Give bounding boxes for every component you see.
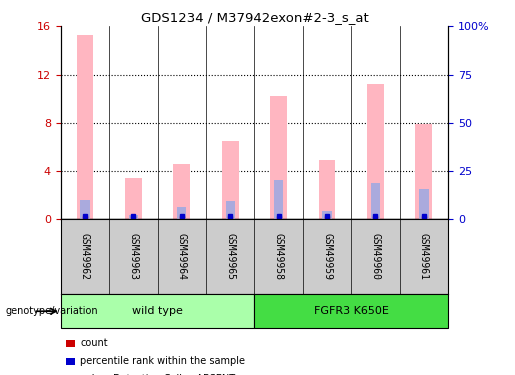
Text: GSM49958: GSM49958 [273, 233, 284, 280]
Bar [270, 96, 287, 219]
Bar [77, 35, 93, 219]
Bar [322, 211, 332, 219]
Text: GSM49959: GSM49959 [322, 233, 332, 280]
Bar [367, 84, 384, 219]
Text: GSM49965: GSM49965 [225, 233, 235, 280]
Bar [416, 124, 432, 219]
Bar [274, 180, 283, 219]
Bar [226, 201, 235, 219]
Bar [222, 141, 238, 219]
Text: genotype/variation: genotype/variation [5, 306, 98, 316]
Bar [419, 189, 428, 219]
Bar [319, 160, 335, 219]
Text: percentile rank within the sample: percentile rank within the sample [80, 356, 245, 366]
Text: GSM49960: GSM49960 [370, 233, 381, 280]
Text: value, Detection Call = ABSENT: value, Detection Call = ABSENT [80, 374, 235, 375]
Title: GDS1234 / M37942exon#2-3_s_at: GDS1234 / M37942exon#2-3_s_at [141, 11, 368, 24]
Text: FGFR3 K650E: FGFR3 K650E [314, 306, 389, 316]
Bar [174, 164, 190, 219]
Bar [61, 294, 254, 328]
Text: count: count [80, 338, 108, 348]
Bar [254, 294, 448, 328]
Text: GSM49961: GSM49961 [419, 233, 429, 280]
Bar [129, 215, 138, 219]
Bar [125, 178, 142, 219]
Text: wild type: wild type [132, 306, 183, 316]
Text: GSM49962: GSM49962 [80, 233, 90, 280]
Bar [371, 183, 380, 219]
Text: GSM49964: GSM49964 [177, 233, 187, 280]
Bar [177, 207, 186, 219]
Bar [80, 200, 90, 219]
Text: GSM49963: GSM49963 [128, 233, 139, 280]
